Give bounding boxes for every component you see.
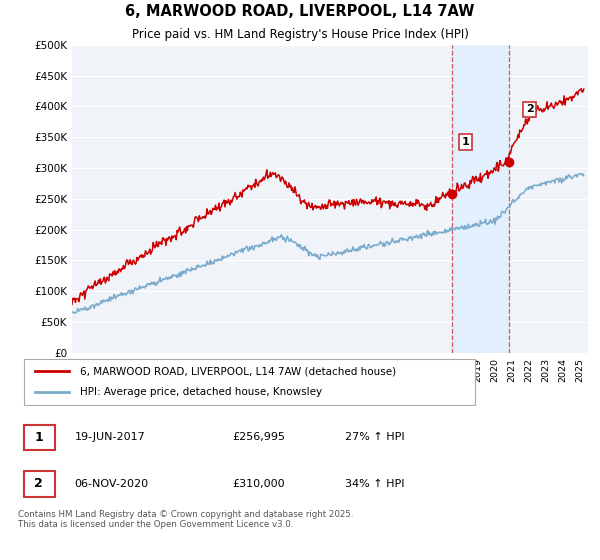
Text: 2: 2 — [34, 477, 43, 490]
Text: 1: 1 — [34, 431, 43, 444]
Text: 06-NOV-2020: 06-NOV-2020 — [74, 479, 149, 489]
Text: 6, MARWOOD ROAD, LIVERPOOL, L14 7AW (detached house): 6, MARWOOD ROAD, LIVERPOOL, L14 7AW (det… — [80, 366, 396, 376]
Text: 1: 1 — [462, 137, 470, 147]
Text: HPI: Average price, detached house, Knowsley: HPI: Average price, detached house, Know… — [80, 387, 322, 396]
Text: Contains HM Land Registry data © Crown copyright and database right 2025.
This d: Contains HM Land Registry data © Crown c… — [18, 510, 353, 529]
FancyBboxPatch shape — [23, 471, 55, 497]
Text: 27% ↑ HPI: 27% ↑ HPI — [345, 432, 405, 442]
Text: £256,995: £256,995 — [232, 432, 286, 442]
Text: 34% ↑ HPI: 34% ↑ HPI — [345, 479, 404, 489]
Bar — [452, 45, 509, 353]
Text: Price paid vs. HM Land Registry's House Price Index (HPI): Price paid vs. HM Land Registry's House … — [131, 28, 469, 41]
FancyBboxPatch shape — [23, 424, 55, 450]
FancyBboxPatch shape — [23, 360, 475, 405]
Text: 19-JUN-2017: 19-JUN-2017 — [74, 432, 145, 442]
Text: 6, MARWOOD ROAD, LIVERPOOL, L14 7AW: 6, MARWOOD ROAD, LIVERPOOL, L14 7AW — [125, 3, 475, 18]
Text: 2: 2 — [526, 105, 533, 114]
Text: £310,000: £310,000 — [232, 479, 285, 489]
